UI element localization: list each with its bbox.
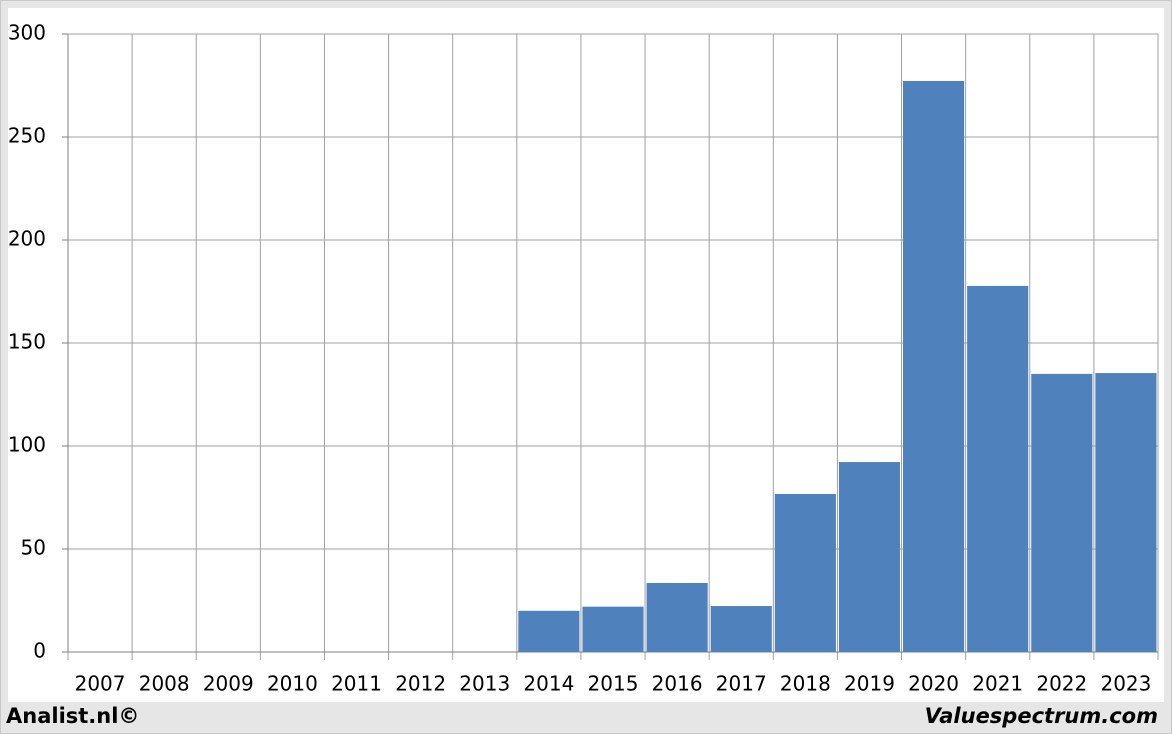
y-tick-label: 200 (8, 227, 46, 251)
x-tick-label: 2016 (652, 672, 703, 696)
x-tick-label: 2008 (139, 672, 190, 696)
x-tick-label: 2015 (588, 672, 639, 696)
y-tick-label: 0 (33, 639, 46, 663)
credit-left: Analist.nl© (6, 704, 139, 728)
credit-right: Valuespectrum.com (925, 704, 1158, 728)
bar (1095, 373, 1157, 652)
bar (774, 493, 836, 652)
y-tick-label: 300 (8, 21, 46, 45)
x-tick-label: 2007 (75, 672, 126, 696)
y-tick-label: 50 (21, 536, 46, 560)
x-tick-label: 2010 (267, 672, 318, 696)
bar (903, 80, 965, 652)
bar (838, 462, 901, 652)
bar (1031, 373, 1093, 652)
x-tick-label: 2021 (972, 672, 1023, 696)
y-tick-label: 250 (8, 124, 46, 148)
x-tick-label: 2020 (908, 672, 959, 696)
x-tick-label: 2012 (395, 672, 446, 696)
y-tick-label: 100 (8, 433, 46, 457)
x-tick-label: 2017 (716, 672, 767, 696)
bar (646, 582, 708, 652)
y-tick-label: 150 (8, 330, 46, 354)
bar (967, 285, 1029, 652)
x-tick-label: 2019 (844, 672, 895, 696)
bar (518, 610, 580, 652)
bar (582, 606, 644, 652)
x-tick-label: 2013 (459, 672, 510, 696)
x-tick-label: 2009 (203, 672, 254, 696)
x-tick-label: 2022 (1036, 672, 1087, 696)
bar (710, 606, 772, 652)
x-tick-label: 2023 (1100, 672, 1151, 696)
x-tick-label: 2018 (780, 672, 831, 696)
x-tick-label: 2011 (331, 672, 382, 696)
x-tick-label: 2014 (523, 672, 574, 696)
